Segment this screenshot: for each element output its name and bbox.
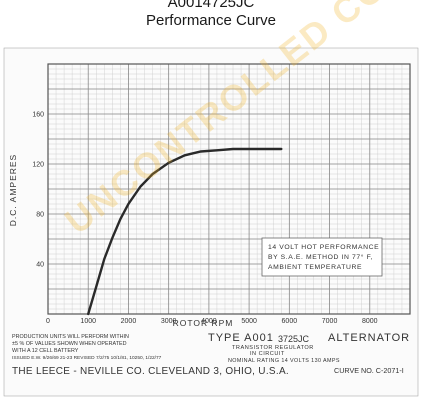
regulator-line-2: IN CIRCUIT (250, 351, 285, 357)
x-tick-label: 5000 (241, 318, 257, 325)
y-tick-label: 120 (32, 162, 44, 169)
production-note-line-1: PRODUCTION UNITS WILL PERFORM WITHIN (12, 334, 129, 340)
annotation-line-2: BY S.A.E. METHOD IN 77° F, (268, 253, 373, 261)
y-tick-label: 160 (32, 112, 44, 119)
type-label: TYPE A001 (208, 332, 274, 344)
production-note-line-3: WITH A 12 CELL BATTERY (12, 348, 79, 354)
x-tick-label: 1000 (80, 318, 96, 325)
y-axis-title: D.C. AMPERES (8, 154, 18, 226)
y-tick-label: 40 (36, 262, 44, 269)
plot-frame (47, 63, 411, 315)
x-tick-label: 0 (46, 318, 50, 325)
annotation-line-1: 14 VOLT HOT PERFORMANCE (268, 244, 379, 251)
product-name: ALTERNATOR (328, 332, 410, 344)
annotation-line-3: AMBIENT TEMPERATURE (268, 264, 362, 271)
chart-paper (3, 47, 419, 397)
part-number: A0014725JC (167, 0, 255, 11)
performance-curve-line (87, 147, 283, 316)
x-tick-label: 4000 (201, 318, 217, 325)
x-tick-label: 2000 (121, 318, 137, 325)
x-tick-label: 6000 (282, 318, 298, 325)
regulator-line-1: TRANSISTOR REGULATOR (232, 345, 314, 351)
nominal-rating: NOMINAL RATING 14 VOLTS 130 AMPS (228, 358, 340, 364)
type-number: 3725JC (278, 334, 310, 344)
performance-curve-title: Performance Curve (145, 12, 277, 29)
production-note-line-2: ±5 % OF VALUES SHOWN WHEN OPERATED (12, 341, 127, 347)
y-tick-label: 80 (36, 212, 44, 219)
x-tick-label: 7000 (322, 318, 338, 325)
x-axis-title: ROTOR RPM (173, 318, 234, 328)
x-tick-label: 8000 (362, 318, 378, 325)
curve-number: CURVE NO. C-2071-I (334, 366, 404, 375)
annotation-box (261, 237, 383, 277)
company-name: THE LEECE - NEVILLE CO. CLEVELAND 3, OHI… (12, 366, 289, 377)
x-tick-label: 3000 (161, 318, 177, 325)
issued-revised-line: ISSUED E.W. 9/26/69 21-23 REVISED 7/2/75… (12, 355, 162, 361)
